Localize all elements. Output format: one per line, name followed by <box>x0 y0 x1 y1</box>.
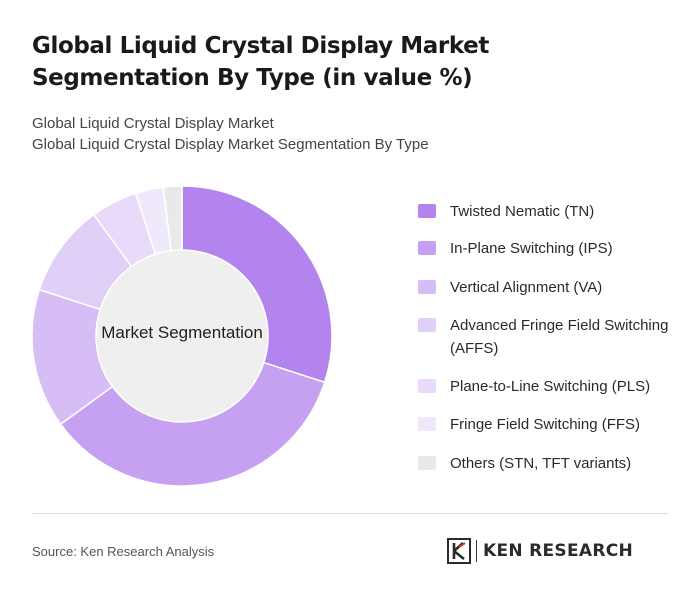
legend-label: Plane-to-Line Switching (PLS) <box>450 378 651 395</box>
legend-swatch <box>418 318 436 332</box>
legend-item: Others (STN, TFT variants) <box>418 452 690 475</box>
legend-label: Fringe Field Switching (FFS) <box>450 416 641 433</box>
legend-item: In-Plane Switching (IPS) <box>418 237 690 260</box>
logo-text: KEN RESEARCH <box>483 541 634 561</box>
donut-chart: Market Segmentation <box>0 170 380 510</box>
legend-item: Vertical Alignment (VA) <box>418 276 690 299</box>
logo-mark-icon <box>447 538 471 564</box>
legend-swatch <box>418 417 436 431</box>
subtitle-line-1: Global Liquid Crystal Display Market <box>32 115 274 132</box>
legend-item: Twisted Nematic (TN) <box>418 200 690 223</box>
donut-slice-0 <box>181 185 333 384</box>
donut-hole <box>97 251 267 421</box>
chart-title: Global Liquid Crystal Display Market Seg… <box>32 33 489 91</box>
ken-research-logo: KEN RESEARCH <box>447 537 633 565</box>
donut-slice-6 <box>162 185 183 252</box>
donut-center-label: Market Segmentation <box>101 323 263 342</box>
donut-svg <box>31 185 333 487</box>
legend-swatch <box>418 241 436 255</box>
logo-separator <box>476 540 477 562</box>
legend-label: In-Plane Switching (IPS) <box>450 240 613 257</box>
legend-label: Vertical Alignment (VA) <box>450 279 603 296</box>
legend-item: Fringe Field Switching (FFS) <box>418 413 690 436</box>
legend-label: Others (STN, TFT variants) <box>450 455 632 472</box>
donut-slice-1 <box>59 361 326 487</box>
source-note: Source: Ken Research Analysis <box>32 544 215 559</box>
legend-swatch <box>418 204 436 218</box>
legend-item: Plane-to-Line Switching (PLS) <box>418 375 690 398</box>
chart-subtitle: Global Liquid Crystal Display Market Glo… <box>32 113 429 155</box>
legend-item: Advanced Fringe Field Switching (AFFS) <box>418 314 690 360</box>
footer-divider <box>32 513 668 514</box>
legend-swatch <box>418 456 436 470</box>
subtitle-line-2: Global Liquid Crystal Display Market Seg… <box>32 136 429 153</box>
legend-label: Twisted Nematic (TN) <box>450 203 595 220</box>
legend-label: Advanced Fringe Field Switching (AFFS) <box>450 317 669 357</box>
legend-swatch <box>418 280 436 294</box>
legend-swatch <box>418 379 436 393</box>
